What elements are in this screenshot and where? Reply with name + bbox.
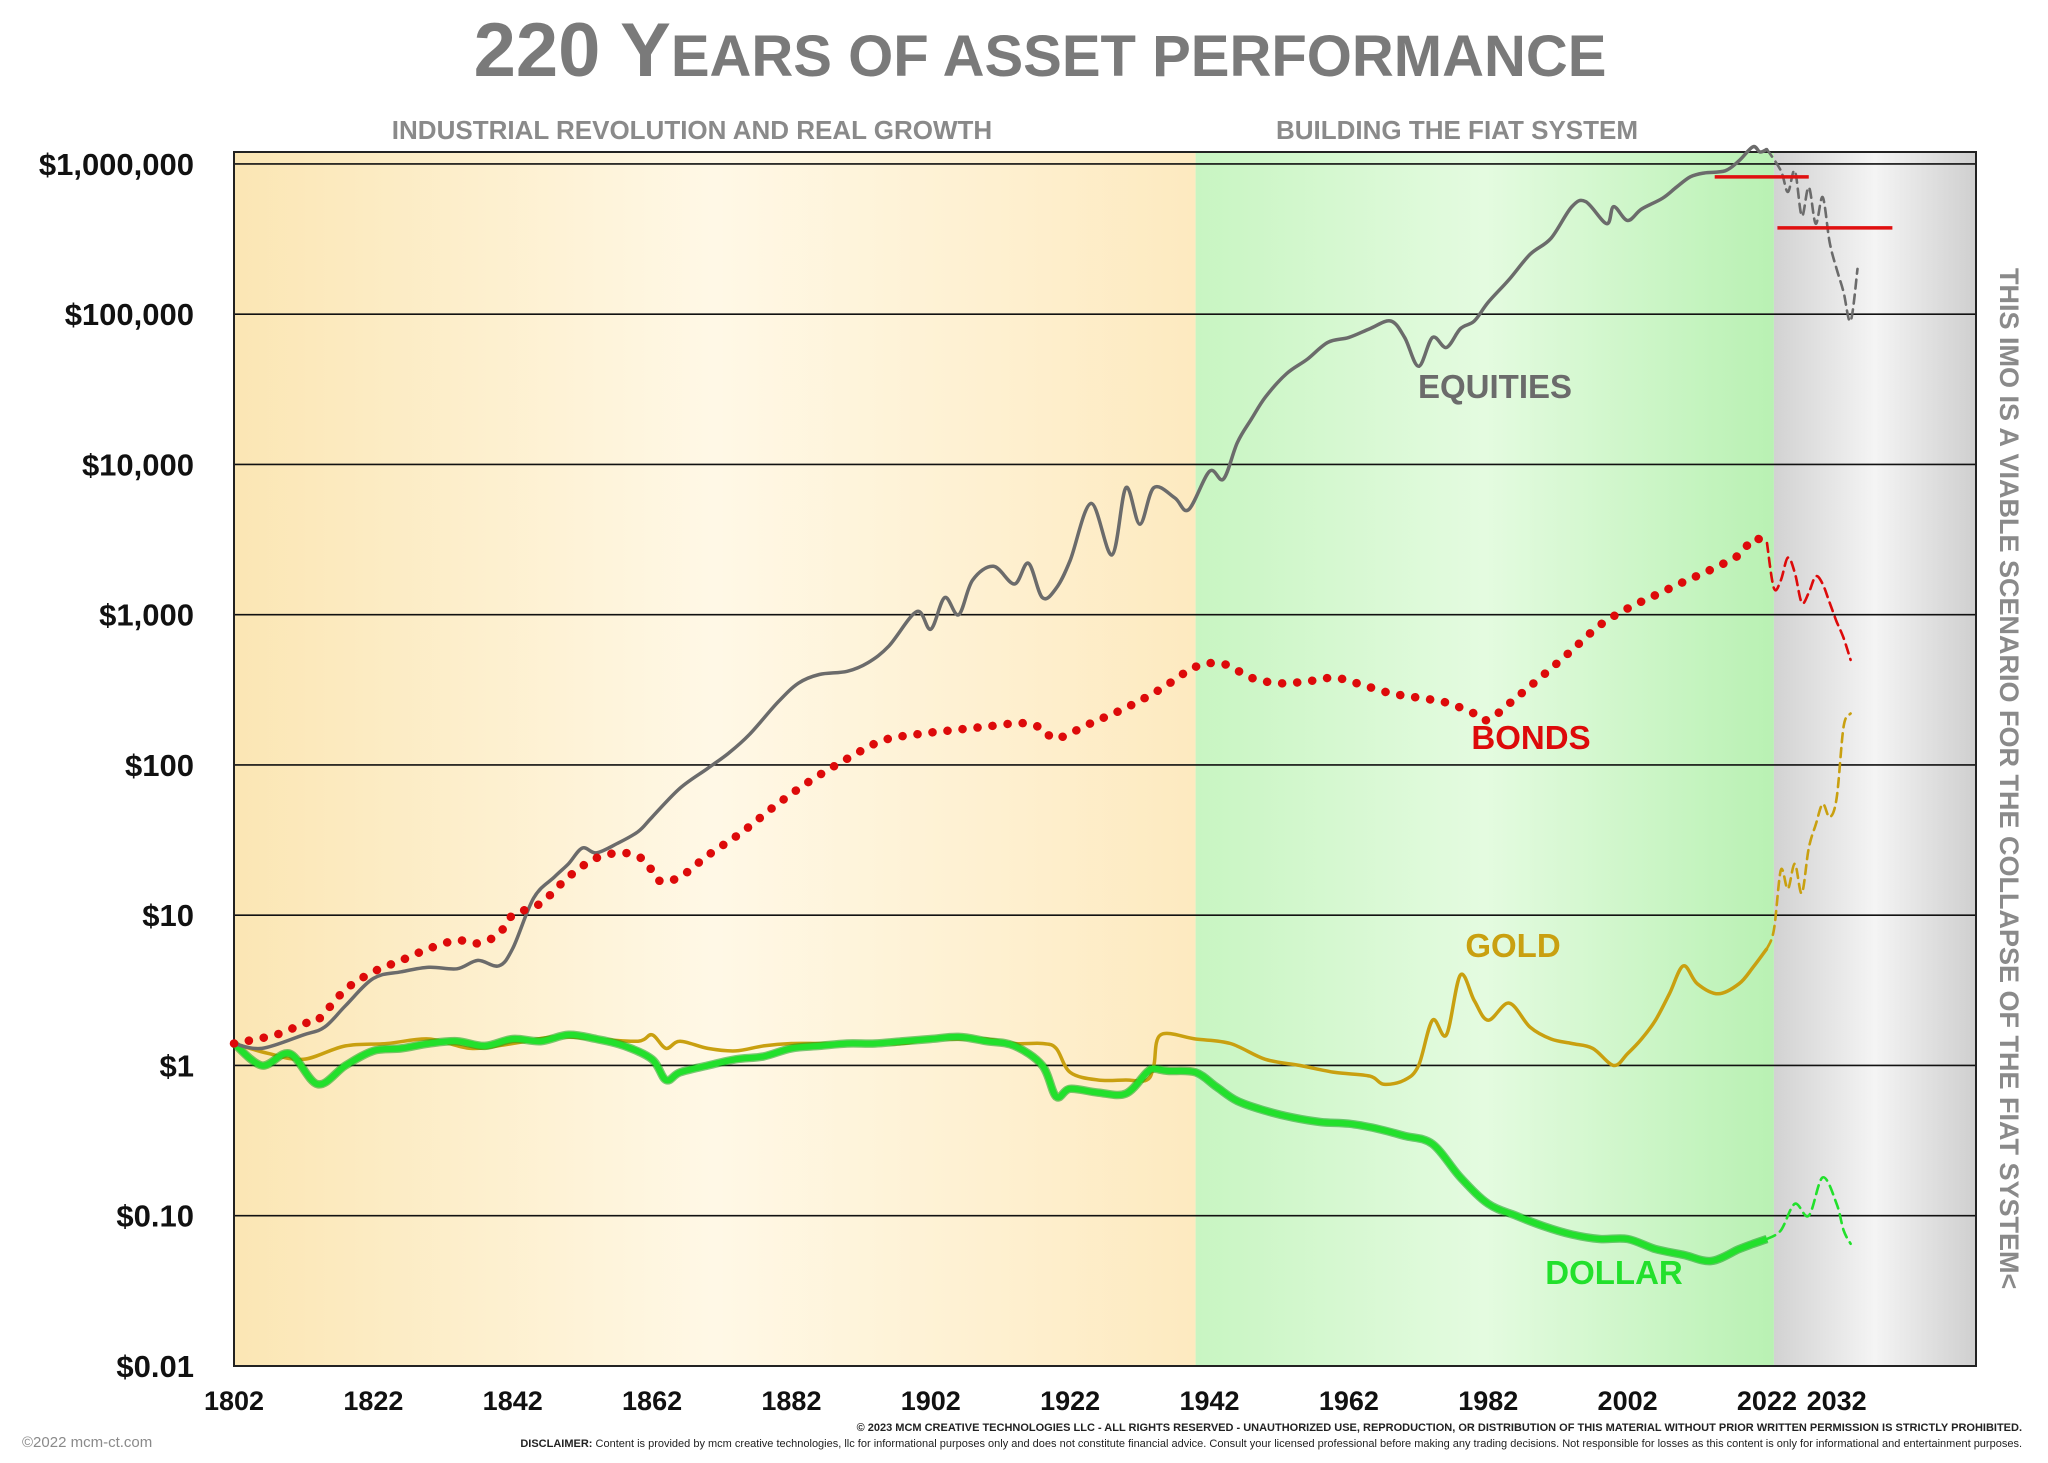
footer-disclaimer-text: Content is provided by mcm creative tech… [592, 1438, 2022, 1450]
x-tick-label: 1902 [901, 1386, 961, 1416]
resistance-lines [1714, 175, 1893, 230]
footer-disclaimer-label: DISCLAIMER: [520, 1438, 592, 1450]
gold-line [233, 947, 1769, 1087]
series-label-dollar: DOLLAR [1545, 1254, 1683, 1291]
x-tick-label: 1822 [343, 1386, 403, 1416]
x-tick-label: 1862 [622, 1386, 682, 1416]
dollar-projection-line [1765, 1176, 1852, 1246]
series-lines [229, 144, 1859, 1266]
footer-copyright-notice: © 2023 MCM CREATIVE TECHNOLOGIES LLC - A… [857, 1422, 2022, 1434]
y-tick-label: $0.01 [116, 1349, 194, 1384]
scenario-note: THIS IMO IS A VIABLE SCENARIO FOR THE CO… [1994, 268, 2024, 1289]
x-tick-label: 1802 [204, 1386, 264, 1416]
x-tick-label: 1962 [1319, 1386, 1379, 1416]
x-tick-label: 1942 [1179, 1386, 1239, 1416]
series-label-equities: EQUITIES [1418, 368, 1572, 405]
plot-frame [233, 151, 1977, 1367]
x-axis-ticks: 1802 1822 1842 1862 1882 1902 1922 1942 1962 1982… [204, 1386, 1867, 1416]
x-tick-label: 1982 [1458, 1386, 1518, 1416]
region-industrial-bg [234, 152, 1196, 1366]
x-tick-label: 2002 [1598, 1386, 1658, 1416]
footer-copyright-left: ©2022 mcm-ct.com [22, 1434, 152, 1451]
y-axis-ticks: $1,000,000 $100,000 $10,000 $1,000 $100 $10 $1… [39, 147, 194, 1384]
dollar-line [231, 1031, 1768, 1265]
y-tick-label: $1,000 [99, 598, 194, 633]
x-tick-label: 2022 [1737, 1386, 1797, 1416]
region-label-fiat: BUILDING THE FIAT SYSTEM [1276, 115, 1638, 145]
bonds-line [229, 534, 1772, 1048]
region-label-industrial: INDUSTRIAL REVOLUTION AND REAL GROWTH [392, 115, 992, 145]
region-projection-bg [1773, 152, 1976, 1366]
y-tick-label: $100,000 [65, 297, 194, 332]
x-tick-label: 1922 [1040, 1386, 1100, 1416]
y-tick-label: $1 [160, 1048, 194, 1083]
x-tick-label: 2032 [1807, 1386, 1867, 1416]
equities-line [233, 144, 1768, 1051]
series-label-bonds: BONDS [1471, 719, 1590, 756]
y-tick-label: $10 [142, 898, 194, 933]
series-label-gold: GOLD [1465, 927, 1560, 964]
equities-projection-line [1765, 148, 1859, 323]
y-tick-label: $1,000,000 [39, 147, 194, 182]
chart-title-big: 220 Y [474, 8, 671, 93]
chart-title: 220 YEARS OF ASSET PERFORMANCE [474, 8, 1607, 93]
y-tick-label: $10,000 [82, 447, 194, 482]
region-backgrounds [234, 152, 1976, 1366]
bonds-projection-line [1765, 541, 1852, 662]
x-tick-label: 1842 [483, 1386, 543, 1416]
region-fiat-bg [1195, 152, 1774, 1366]
footer-disclaimer: DISCLAIMER: Content is provided by mcm c… [520, 1438, 2022, 1450]
gold-projection-line [1765, 712, 1852, 950]
y-tick-label: $0.10 [116, 1199, 194, 1234]
y-tick-label: $100 [125, 748, 194, 783]
x-tick-label: 1882 [761, 1386, 821, 1416]
chart-title-rest: EARS OF ASSET PERFORMANCE [671, 24, 1607, 89]
